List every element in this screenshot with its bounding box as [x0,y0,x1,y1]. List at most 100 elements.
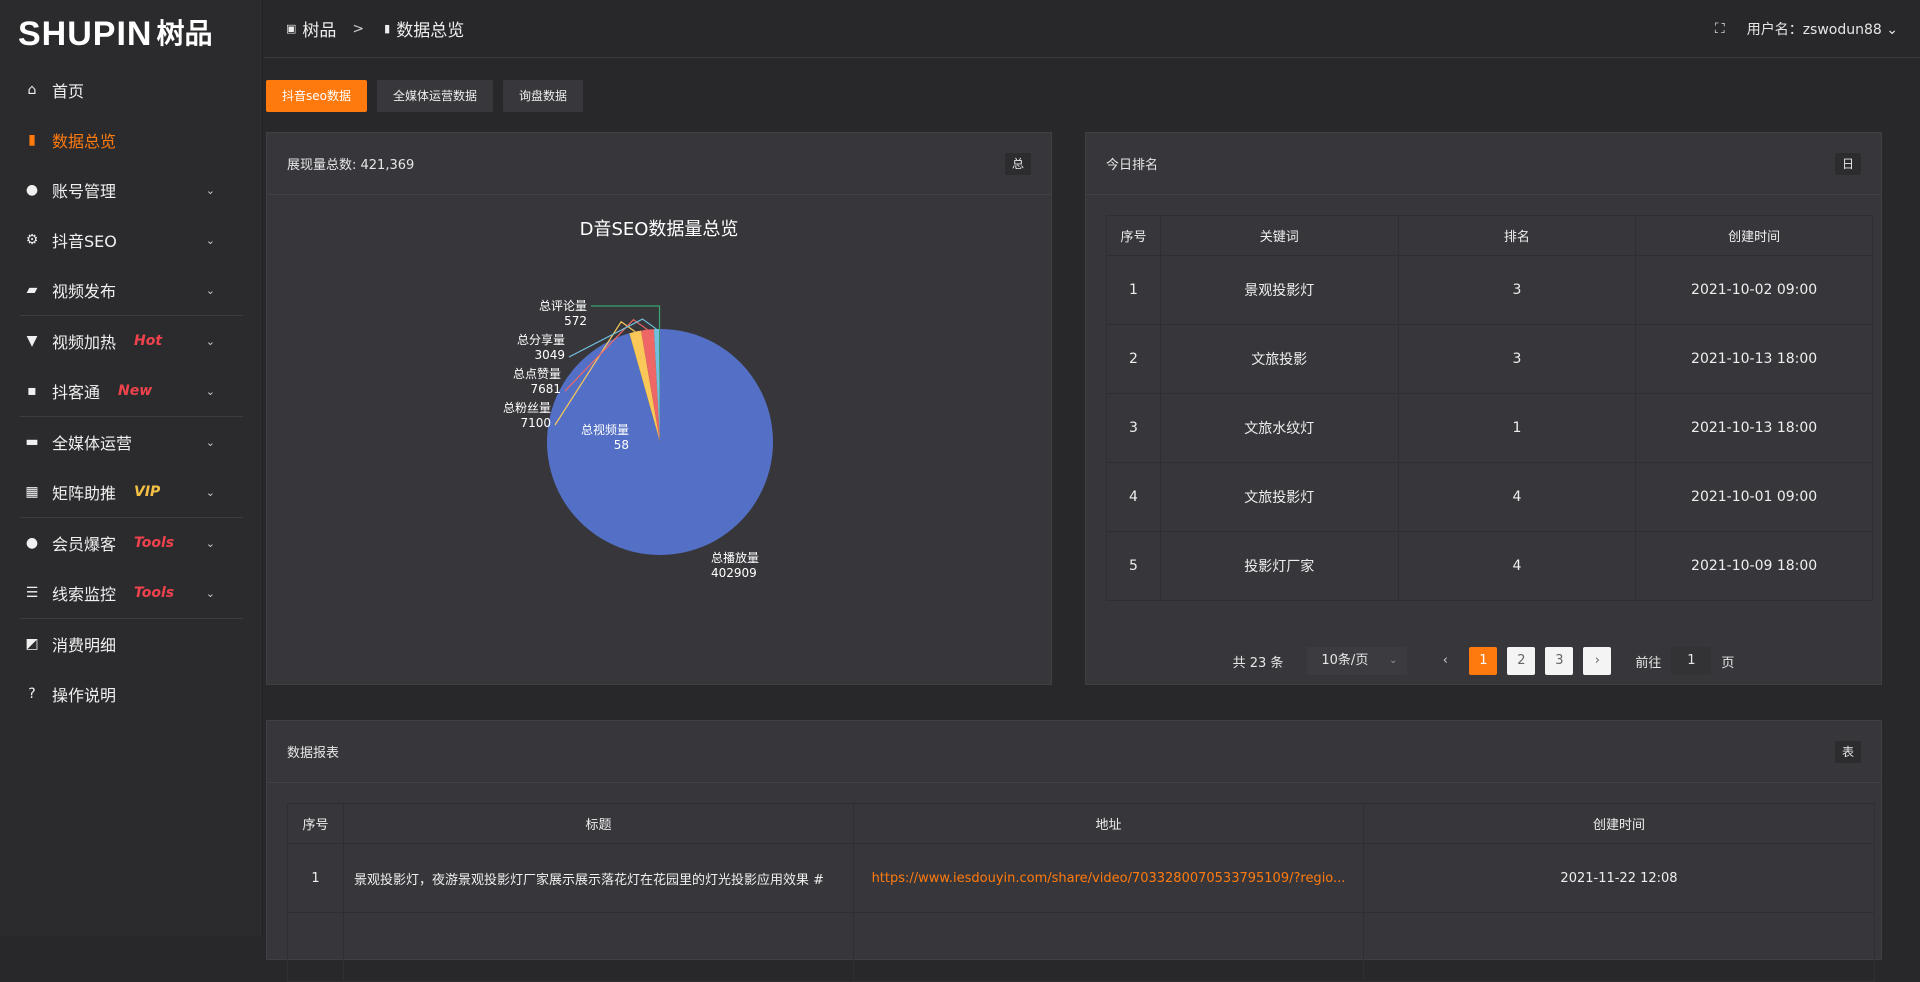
breadcrumb-separator: > [352,20,365,37]
column-header: 标题 [343,803,854,844]
table-cell: 1 [1397,393,1637,463]
table-button[interactable]: 表 [1835,741,1861,763]
pie-label-value: 58 [613,438,630,452]
pie-slice[interactable] [641,329,660,442]
pie-label: 总粉丝量 7100 [503,401,551,431]
sidebar-item-12[interactable]: ● 会员爆客 Tools ⌄ [0,518,263,568]
table-row[interactable]: 4 文旅投影灯 4 2021-10-01 09:00 [1106,462,1873,532]
page-1[interactable]: 1 [1469,647,1498,675]
table-cell: 5 [1106,531,1161,601]
sidebar-badge: Tools [134,535,175,551]
table-row[interactable] [287,912,1875,982]
table-cell: 文旅投影 [1159,324,1399,394]
rank-title: 今日排名 [1106,158,1159,173]
sidebar-item-10[interactable]: ▦ 矩阵助推 VIP ⌄ [0,467,263,517]
rank-card: 今日排名 日 序号 关键词 排名 创建时间 1 景观投影灯 3 2021-10-02 09:00… [1085,132,1882,685]
sidebar-item-15[interactable]: ◩ 消费明细 [0,619,263,669]
help-icon: ? [28,686,36,702]
table-cell: 1 [287,843,344,913]
sidebar-item-9[interactable]: ▬ 全媒体运营 ⌄ [0,417,263,467]
table-row[interactable]: 3 文旅水纹灯 1 2021-10-13 18:00 [1106,393,1873,463]
chevron-down-icon: ⌄ [205,183,215,197]
heater-icon: ▼ [26,333,38,349]
column-header: 排名 [1397,215,1637,256]
table-row[interactable]: 2 文旅投影 3 2021-10-13 18:00 [1106,324,1873,394]
table-cell: 4 [1106,462,1161,532]
pie-slice[interactable] [629,330,660,442]
sidebar-divider [20,416,243,417]
home-icon: ⌂ [27,82,37,98]
chart-icon: ▣ [286,22,297,35]
chevron-down-icon: ⌄ [205,283,215,297]
sidebar-item-13[interactable]: ☰ 线索监控 Tools ⌄ [0,568,263,618]
tab-media-ops[interactable]: 全媒体运营数据 [376,80,493,112]
sidebar-item-label: 消费明细 [52,636,117,655]
pie-leader-line [564,318,648,392]
rank-table: 序号 关键词 排名 创建时间 1 景观投影灯 3 2021-10-02 09:00 2 文旅投影 3… [1106,215,1873,601]
sidebar-divider [20,618,243,619]
page-3[interactable]: 3 [1545,647,1574,675]
sidebar-item-7[interactable]: ▪ 抖客通 New ⌄ [0,366,263,416]
tab-douyin-seo[interactable]: 抖音seo数据 [266,80,367,112]
sidebar-item-6[interactable]: ▼ 视频加热 Hot ⌄ [0,316,263,366]
column-header: 序号 [1106,215,1161,256]
gear-icon: ⚙ [25,232,39,248]
pie-label: 总视频量 58 [581,423,629,453]
sidebar-item-label: 线索监控 [52,585,117,604]
sidebar-item-4[interactable]: ▰ 视频发布 ⌄ [0,265,263,315]
sidebar-item-label: 抖音SEO [52,232,117,251]
chevron-down-icon: ⌄ [1389,655,1398,666]
day-button[interactable]: 日 [1835,153,1861,175]
fullscreen-icon[interactable]: ⛶ [1714,21,1725,37]
next-page-button[interactable]: › [1583,647,1612,675]
table-cell: 投影灯厂家 [1159,531,1399,601]
pie-leader-line [591,305,661,330]
data-tabs: 抖音seo数据 全媒体运营数据 询盘数据 [266,80,584,112]
sidebar-item-2[interactable]: ● 账号管理 ⌄ [0,165,263,215]
table-row[interactable]: 1 景观投影灯，夜游景观投影灯厂家展示展示落花灯在花园里的灯光投影应用效果 # ht… [287,843,1875,913]
sidebar-item-0[interactable]: ⌂ 首页 [0,65,263,115]
pie-slice[interactable] [629,333,660,442]
sidebar-badge: New [118,383,153,399]
prev-page-button[interactable]: ‹ [1442,653,1448,668]
table-cell: 3 [1397,324,1637,394]
wallet-icon: ◩ [25,636,39,652]
username: 用户名：zswodun88 [1746,22,1882,38]
sidebar-item-label: 矩阵助推 [52,484,117,503]
goto-label: 前往 [1635,655,1662,671]
table-row[interactable]: 1 景观投影灯 3 2021-10-02 09:00 [1106,255,1873,325]
sidebar-item-label: 全媒体运营 [52,434,133,453]
chevron-down-icon: ⌄ [205,536,215,550]
user-menu[interactable]: 用户名：zswodun88 ⌄ [1747,19,1898,39]
total-button[interactable]: 总 [1005,153,1031,175]
pie-card: 展现量总数: 421,369 总 D音SEO数据量总览 总播放量 402909 总视频… [266,132,1052,791]
sidebar-badge: Hot [134,333,163,349]
sidebar: SHUPIN 树品 ⌂ 首页 ▮ 数据总览 ● 账号管理 ⌄ ⚙ 抖音SEO ⌄ ▰ 视频发布 ⌄ ▼ 视频… [0,0,263,936]
tab-inquiry[interactable]: 询盘数据 [503,80,584,112]
sidebar-item-16[interactable]: ? 操作说明 [0,669,263,719]
page-2[interactable]: 2 [1507,647,1536,675]
bar-chart-icon: ▮ [384,22,391,35]
goto-page-input[interactable]: 1 [1671,647,1712,675]
logo[interactable]: SHUPIN 树品 [18,12,212,52]
sidebar-item-label: 视频加热 [52,333,117,352]
table-row[interactable]: 5 投影灯厂家 4 2021-10-09 18:00 [1106,531,1873,601]
sidebar-item-3[interactable]: ⚙ 抖音SEO ⌄ [0,215,263,265]
breadcrumb-root[interactable]: 树品 [302,21,337,41]
table-cell[interactable]: https://www.iesdouyin.com/share/video/70… [853,843,1364,913]
page-size-select[interactable]: 10条/页 ⌄ [1307,647,1408,675]
pie-label: 总评论量 572 [539,299,587,329]
sidebar-nav: ⌂ 首页 ▮ 数据总览 ● 账号管理 ⌄ ⚙ 抖音SEO ⌄ ▰ 视频发布 ⌄ ▼ 视频加热 Hot ⌄ ▪ 抖客通… [0,65,263,719]
sliders-icon: ☰ [25,585,39,601]
table-cell: 文旅投影灯 [1159,462,1399,532]
column-header: 关键词 [1159,215,1399,256]
sidebar-item-1[interactable]: ▮ 数据总览 [0,115,263,165]
table-cell: 4 [1397,462,1637,532]
report-card: 数据报表表 序号 标题 地址 创建时间 1 景观投影灯，夜游景观投影灯厂家展示展示落花灯在… [266,720,1882,982]
pie-label-name: 总评论量 [539,299,588,313]
grid-icon: ▦ [25,484,39,500]
pie-slice[interactable] [653,329,660,442]
table-cell: 2021-10-09 18:00 [1635,531,1873,601]
table-cell [343,912,854,982]
table-cell: 3 [1397,255,1637,325]
